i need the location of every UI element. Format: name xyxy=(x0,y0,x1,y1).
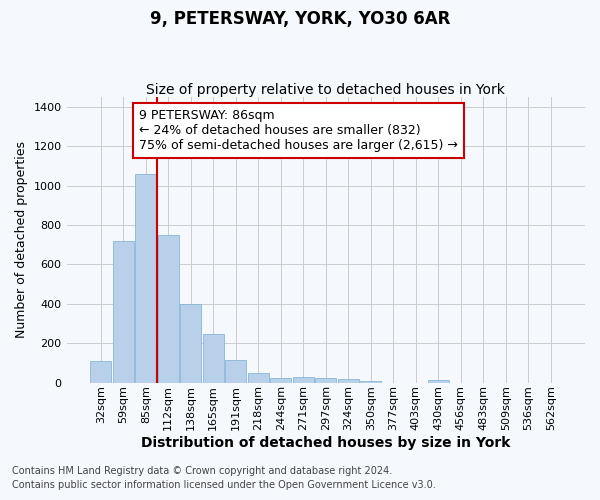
Bar xyxy=(113,241,134,382)
Bar xyxy=(180,304,202,382)
Bar xyxy=(225,360,247,382)
Text: 9, PETERSWAY, YORK, YO30 6AR: 9, PETERSWAY, YORK, YO30 6AR xyxy=(150,10,450,28)
Bar xyxy=(360,381,382,382)
Bar xyxy=(338,378,359,382)
Bar xyxy=(270,378,292,382)
Text: 9 PETERSWAY: 86sqm
← 24% of detached houses are smaller (832)
75% of semi-detach: 9 PETERSWAY: 86sqm ← 24% of detached hou… xyxy=(139,109,458,152)
X-axis label: Distribution of detached houses by size in York: Distribution of detached houses by size … xyxy=(141,436,511,450)
Bar xyxy=(135,174,157,382)
Bar xyxy=(293,376,314,382)
Bar xyxy=(203,334,224,382)
Y-axis label: Number of detached properties: Number of detached properties xyxy=(15,142,28,338)
Title: Size of property relative to detached houses in York: Size of property relative to detached ho… xyxy=(146,83,505,97)
Bar xyxy=(428,380,449,382)
Bar xyxy=(315,378,337,382)
Bar xyxy=(90,361,112,382)
Text: Contains HM Land Registry data © Crown copyright and database right 2024.
Contai: Contains HM Land Registry data © Crown c… xyxy=(12,466,436,490)
Bar xyxy=(158,235,179,382)
Bar xyxy=(248,373,269,382)
